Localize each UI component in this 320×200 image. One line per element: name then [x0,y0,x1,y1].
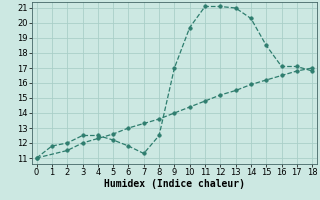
X-axis label: Humidex (Indice chaleur): Humidex (Indice chaleur) [104,179,245,189]
